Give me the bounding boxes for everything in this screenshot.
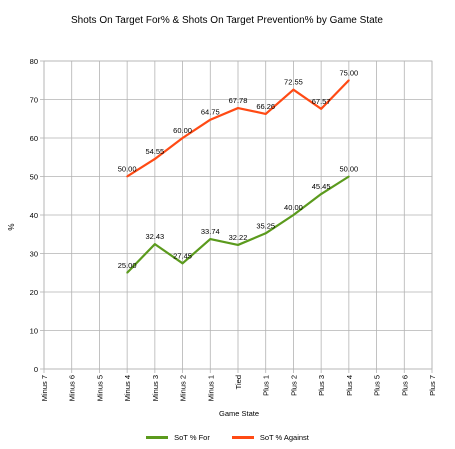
y-tick-label: 10: [30, 327, 38, 336]
x-tick-label: Plus 3: [317, 375, 326, 396]
data-point-against: [264, 112, 267, 115]
data-label-against: 64.75: [201, 108, 220, 117]
data-point-for: [126, 271, 129, 274]
data-point-against: [320, 107, 323, 110]
data-label-against: 66.26: [256, 102, 275, 111]
data-label-against: 60.00: [173, 126, 192, 135]
data-label-for: 40.00: [284, 203, 303, 212]
data-point-against: [347, 79, 350, 82]
x-tick-label: Minus 3: [151, 375, 160, 401]
data-labels: 25.00 32.43 27.45 33.74 32.22 35.25 40.00 45.45…: [118, 68, 358, 270]
y-tick-label: 0: [34, 365, 38, 374]
data-point-for: [209, 238, 212, 241]
data-label-against: 54.55: [145, 147, 164, 156]
x-tick-label: Minus 5: [95, 375, 104, 401]
x-tick-labels: Minus 7 Minus 6 Minus 5 Minus 4 Minus 3 Minus…: [40, 375, 437, 401]
data-label-for: 35.25: [256, 221, 275, 230]
x-tick-label: Plus 6: [400, 375, 409, 396]
axes: [40, 60, 433, 373]
data-point-for: [264, 232, 267, 235]
data-label-against: 67.57: [312, 97, 331, 106]
legend-label-for: SoT % For: [174, 432, 210, 442]
x-tick-label: Plus 7: [428, 375, 437, 396]
data-label-against: 50.00: [118, 165, 137, 174]
plot-area-border: [43, 60, 433, 370]
y-tick-labels: 0 10 20 30 40 50 60 70 80: [30, 57, 38, 374]
data-point-for: [237, 244, 239, 246]
series-lines: [126, 79, 350, 274]
data-point-against: [237, 107, 239, 109]
x-tick-label: Minus 6: [68, 375, 77, 401]
data-label-against: 72.55: [284, 78, 303, 87]
data-label-for: 32.43: [145, 232, 164, 241]
data-point-against: [181, 137, 184, 139]
y-tick-label: 60: [30, 134, 38, 143]
legend-entry-for: SoT % For: [146, 433, 210, 442]
data-label-against: 67.78: [229, 96, 248, 105]
data-point-against: [209, 118, 212, 121]
data-point-for: [153, 243, 156, 246]
x-tick-label: Minus 7: [40, 375, 49, 401]
y-tick-label: 50: [30, 173, 38, 182]
data-label-for: 27.45: [173, 251, 192, 260]
x-tick-label: Plus 4: [345, 375, 354, 396]
chart-title: Shots On Target For% & Shots On Target P…: [71, 15, 383, 26]
data-point-against: [292, 88, 295, 91]
data-label-for: 45.45: [312, 182, 331, 191]
data-point-for: [347, 175, 350, 178]
x-tick-label: Minus 2: [179, 375, 188, 401]
data-label-for: 25.00: [118, 261, 137, 270]
data-label-for: 32.22: [229, 233, 248, 242]
x-tick-label: Plus 2: [289, 375, 298, 396]
data-label-for: 50.00: [339, 165, 358, 174]
data-point-for: [292, 214, 295, 216]
legend-entry-against: SoT % Against: [231, 432, 309, 442]
data-label-against: 75.00: [339, 68, 358, 77]
x-tick-label: Plus 5: [373, 375, 382, 396]
y-tick-label: 30: [30, 250, 38, 259]
y-axis-label: %: [7, 223, 16, 230]
y-tick-label: 40: [30, 211, 38, 220]
y-tick-label: 70: [30, 96, 38, 105]
data-label-for: 33.74: [201, 227, 220, 236]
legend-swatch-for: [146, 435, 169, 439]
y-tick-label: 80: [30, 57, 38, 66]
x-tick-label: Minus 4: [123, 375, 132, 401]
x-tick-label: Tied: [234, 375, 243, 389]
x-tick-label: Plus 1: [262, 375, 271, 396]
data-point-for: [320, 193, 323, 195]
data-point-for: [181, 262, 184, 265]
gridlines: [43, 60, 433, 370]
legend: SoT % For SoT % Against: [0, 430, 455, 444]
data-point-against: [126, 175, 129, 178]
legend-label-against: SoT % Against: [259, 432, 309, 442]
x-axis-label: Game State: [219, 409, 259, 418]
legend-swatch-against: [231, 435, 254, 439]
x-tick-label: Minus 1: [206, 375, 215, 401]
y-tick-label: 20: [30, 288, 38, 297]
data-point-against: [153, 158, 156, 160]
